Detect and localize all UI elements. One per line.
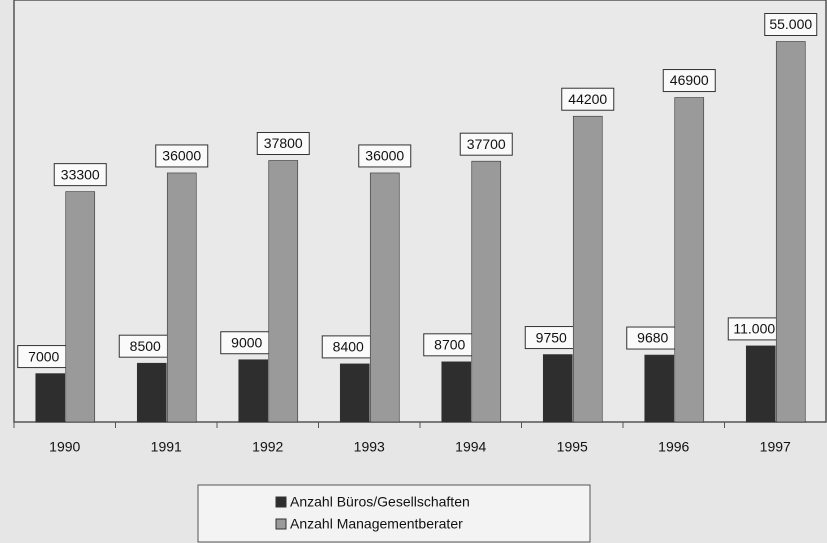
bar [136, 362, 167, 423]
bar [35, 373, 66, 423]
bar [238, 359, 269, 423]
bar [441, 361, 472, 423]
legend-label: Anzahl Büros/Gesellschaften [290, 494, 470, 510]
x-tick-label: 1991 [151, 439, 182, 455]
value-label: 46900 [670, 72, 709, 88]
value-label: 8700 [434, 337, 465, 353]
value-label: 33300 [61, 166, 100, 182]
value-label-box [764, 13, 818, 37]
value-label: 36000 [162, 148, 201, 164]
bar [745, 345, 776, 423]
value-label: 9680 [637, 330, 668, 346]
bar [572, 115, 603, 423]
value-label: 36000 [365, 148, 404, 164]
bar [775, 41, 806, 423]
legend-swatch [275, 496, 287, 508]
x-tick-label: 1992 [252, 439, 283, 455]
value-label: 8400 [333, 339, 364, 355]
value-label: 7000 [28, 348, 59, 364]
x-tick-label: 1996 [658, 439, 689, 455]
bar [339, 363, 370, 423]
bar [65, 191, 96, 423]
bar [674, 97, 705, 423]
x-tick-label: 1995 [557, 439, 588, 455]
bar [471, 160, 502, 423]
x-tick-label: 1997 [760, 439, 791, 455]
legend-swatch [275, 518, 287, 530]
value-label: 37700 [467, 136, 506, 152]
value-label-box [155, 144, 209, 168]
bar [268, 160, 299, 423]
value-label: 11.000 [733, 321, 775, 337]
bar [644, 354, 675, 423]
legend-box [197, 484, 591, 543]
value-label-box [358, 144, 412, 168]
value-label: 9000 [231, 334, 262, 350]
value-label-box [662, 69, 716, 93]
x-tick-label: 1990 [49, 439, 80, 455]
value-label-box [53, 163, 107, 187]
x-tick-label: 1993 [354, 439, 385, 455]
value-label-box [459, 132, 513, 156]
value-label: 55.000 [769, 16, 812, 32]
bar [166, 172, 197, 423]
value-label: 44200 [568, 91, 607, 107]
value-label: 8500 [130, 338, 161, 354]
value-label: 9750 [536, 329, 567, 345]
bar [542, 354, 573, 423]
plot-area [13, 0, 827, 423]
value-label: 37800 [264, 135, 303, 151]
bar [369, 172, 400, 423]
value-label-box [561, 87, 615, 111]
x-tick-label: 1994 [455, 439, 486, 455]
value-label-box [256, 131, 310, 155]
legend-label: Anzahl Managementberater [290, 516, 463, 532]
